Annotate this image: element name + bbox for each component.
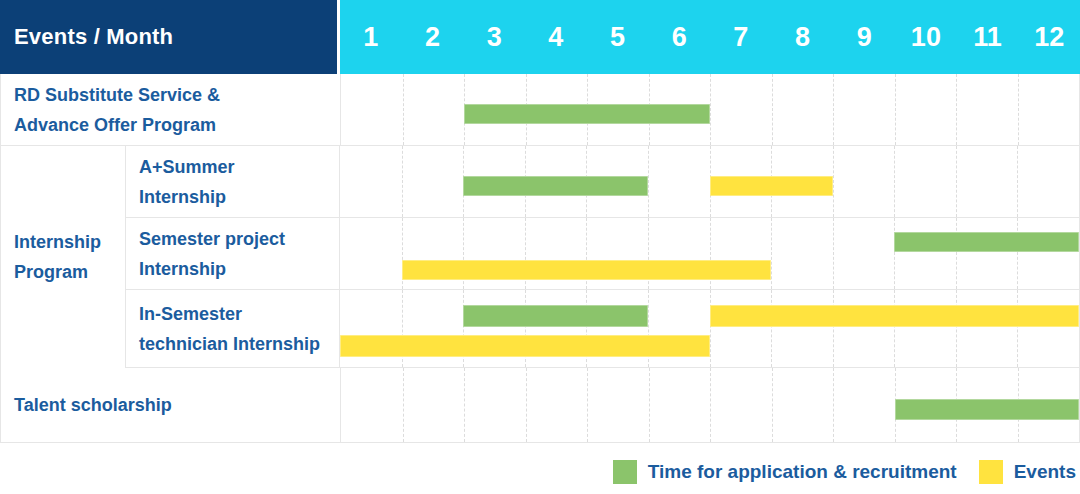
month-gridline [710,74,711,145]
gantt-bar-green [463,176,648,196]
month-gridline [833,290,834,367]
page-title: Events / Month [14,24,173,50]
month-gridline [649,368,650,442]
month-gridline [1017,290,1018,367]
month-gridline [526,368,527,442]
legend-item-application-recruitment: Time for application & recruitment [613,460,957,484]
month-header-4: 4 [525,0,587,74]
month-gridline [894,290,895,367]
table-body: RD Substitute Service & Advance Offer Pr… [0,74,1080,443]
green-swatch-icon [613,460,637,484]
events-month-header-cell: Events / Month [0,0,340,74]
month-header-8: 8 [772,0,834,74]
month-gridline [894,218,895,289]
month-gridline [895,74,896,145]
month-gridline [956,74,957,145]
gantt-bar-yellow [402,260,772,280]
month-gridline [1017,146,1018,217]
month-header-2: 2 [402,0,464,74]
month-gridline [833,146,834,217]
month-header-7: 7 [710,0,772,74]
legend-label-events: Events [1014,461,1076,483]
month-header-10: 10 [895,0,957,74]
month-gridline [894,146,895,217]
month-header-strip: 1 2 3 4 5 6 7 8 9 10 11 12 [340,0,1080,74]
month-gridline [648,146,649,217]
month-gridline [956,218,957,289]
month-gridline [771,218,772,289]
month-gridline [710,290,711,367]
month-gridline [402,146,403,217]
subrow-in-semester-technician-internship: In-Semester technician Internship [126,290,1079,368]
gantt-bar-yellow [340,335,710,357]
month-header-11: 11 [957,0,1019,74]
month-gridline [403,368,404,442]
month-gridline [833,218,834,289]
gantt-bar-green [895,399,1080,420]
month-gridline [956,290,957,367]
gantt-bar-green [463,305,648,327]
legend-label-application-recruitment: Time for application & recruitment [648,461,957,483]
gantt-bar-yellow [710,305,1080,327]
month-header-9: 9 [833,0,895,74]
timeline-talent-scholarship [341,368,1079,442]
internship-program-subrows: A+Summer Internship Semester project Int… [126,146,1079,368]
gantt-bar-yellow [710,176,833,196]
internship-program-group: Internship Program A+Summer Internship S… [1,146,1079,368]
row-label-in-semester-technician-internship: In-Semester technician Internship [126,290,340,367]
month-gridline [833,368,834,442]
row-label-a-plus-summer-internship: A+Summer Internship [126,146,340,217]
row-talent-scholarship: Talent scholarship [1,368,1079,443]
month-header-6: 6 [648,0,710,74]
gantt-bar-green [894,232,1079,252]
timeline-semester-project-internship [340,218,1079,289]
month-gridline [956,146,957,217]
month-gridline [771,290,772,367]
month-gridline [710,368,711,442]
yellow-swatch-icon [979,460,1003,484]
month-gridline [833,74,834,145]
table-header-row: Events / Month 1 2 3 4 5 6 7 8 9 10 11 1… [0,0,1080,74]
row-label-rd-substitute-service: RD Substitute Service & Advance Offer Pr… [1,74,341,145]
gantt-bar-green [464,104,710,124]
month-gridline [1017,218,1018,289]
month-gridline [772,368,773,442]
legend: Time for application & recruitment Event… [0,460,1076,484]
month-header-5: 5 [587,0,649,74]
month-header-1: 1 [340,0,402,74]
row-label-semester-project-internship: Semester project Internship [126,218,340,289]
month-header-3: 3 [463,0,525,74]
row-rd-substitute-service: RD Substitute Service & Advance Offer Pr… [1,74,1079,146]
legend-item-events: Events [979,460,1076,484]
month-gridline [403,74,404,145]
month-header-12: 12 [1018,0,1080,74]
month-gridline [1018,74,1019,145]
row-label-talent-scholarship: Talent scholarship [1,368,341,442]
group-label-internship-program: Internship Program [1,146,126,368]
subrow-semester-project-internship: Semester project Internship [126,218,1079,290]
month-gridline [587,368,588,442]
timeline-rd-substitute-service [341,74,1079,145]
month-gridline [772,74,773,145]
timeline-in-semester-technician-internship [340,290,1079,367]
subrow-a-plus-summer-internship: A+Summer Internship [126,146,1079,218]
timeline-a-plus-summer-internship [340,146,1079,217]
gantt-schedule-page: Events / Month 1 2 3 4 5 6 7 8 9 10 11 1… [0,0,1080,494]
month-gridline [464,368,465,442]
